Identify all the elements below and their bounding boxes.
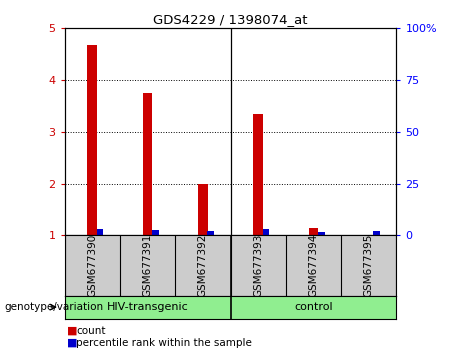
Text: count: count bbox=[76, 326, 106, 336]
Bar bbox=[253, 114, 263, 235]
Bar bbox=[308, 228, 319, 235]
Bar bbox=[152, 230, 159, 235]
Bar bbox=[263, 229, 269, 235]
Text: GSM677392: GSM677392 bbox=[198, 234, 208, 297]
Text: GSM677391: GSM677391 bbox=[142, 234, 153, 297]
Text: ■: ■ bbox=[67, 326, 77, 336]
Text: GSM677394: GSM677394 bbox=[308, 234, 319, 297]
Bar bbox=[207, 231, 214, 235]
Bar bbox=[318, 232, 325, 235]
Bar bbox=[87, 45, 97, 235]
Text: GSM677393: GSM677393 bbox=[253, 234, 263, 297]
Bar bbox=[142, 93, 153, 235]
Text: GSM677395: GSM677395 bbox=[364, 234, 374, 297]
Bar bbox=[373, 231, 380, 235]
Bar bbox=[198, 184, 208, 235]
Bar bbox=[97, 229, 103, 235]
Text: control: control bbox=[294, 302, 333, 312]
Text: ■: ■ bbox=[67, 338, 77, 348]
Text: percentile rank within the sample: percentile rank within the sample bbox=[76, 338, 252, 348]
Text: HIV-transgenic: HIV-transgenic bbox=[106, 302, 189, 312]
Title: GDS4229 / 1398074_at: GDS4229 / 1398074_at bbox=[153, 13, 308, 26]
Text: GSM677390: GSM677390 bbox=[87, 234, 97, 297]
Text: genotype/variation: genotype/variation bbox=[5, 302, 104, 312]
